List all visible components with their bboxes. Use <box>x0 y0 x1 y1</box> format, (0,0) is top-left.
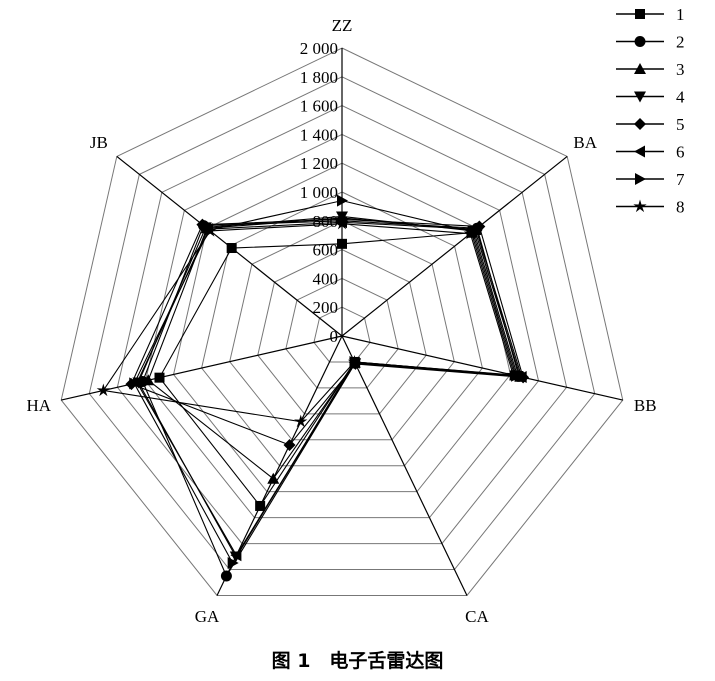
data-point-2 <box>220 570 232 582</box>
series-line-1 <box>158 232 516 507</box>
tick-label: 0 <box>330 327 339 346</box>
axis-line <box>341 335 468 596</box>
legend-marker-3 <box>634 63 646 74</box>
data-point-8 <box>203 223 217 237</box>
data-point-1 <box>337 238 347 249</box>
series-line-5 <box>130 218 524 446</box>
grid-ring <box>116 105 568 545</box>
data-point-8 <box>463 226 478 240</box>
legend-label-6: 6 <box>676 143 685 162</box>
data-point-5 <box>283 438 296 451</box>
data-point-1 <box>154 372 165 383</box>
grid-ring <box>88 76 596 571</box>
data-point-8 <box>506 368 520 381</box>
axis-label-JB: JB <box>90 133 108 152</box>
tick-label: 400 <box>313 269 339 288</box>
legend-marker-4 <box>634 91 646 103</box>
series-line-4 <box>137 215 519 558</box>
legend-label-7: 7 <box>676 170 685 189</box>
data-point-8 <box>294 414 308 428</box>
axis-label-GA: GA <box>195 607 220 626</box>
tick-label: 1 800 <box>300 68 338 87</box>
tick-label: 1 400 <box>300 125 338 144</box>
data-point-7 <box>337 194 348 207</box>
legend-marker-1 <box>635 9 645 19</box>
data-point-8 <box>347 354 362 368</box>
grid-ring <box>201 191 483 467</box>
axis-label-ZZ: ZZ <box>332 16 353 35</box>
grid-ring <box>144 133 540 519</box>
data-point-8 <box>335 216 349 230</box>
grid-ring <box>313 306 371 363</box>
axis-label-BB: BB <box>634 396 657 415</box>
axis-label-BA: BA <box>573 133 597 152</box>
tick-label: 1 200 <box>300 154 338 173</box>
legend-label-2: 2 <box>676 33 685 52</box>
legend-marker-5 <box>634 118 646 130</box>
tick-label: 1 600 <box>300 97 338 116</box>
legend-label-1: 1 <box>676 5 685 24</box>
data-point-6 <box>515 371 527 384</box>
tick-label: 1 000 <box>300 183 338 202</box>
legend-marker-2 <box>634 36 646 47</box>
tick-label: 600 <box>313 241 339 260</box>
legend-label-4: 4 <box>676 88 685 107</box>
data-point-7 <box>227 557 239 570</box>
series-line-7 <box>133 200 517 565</box>
grid-ring <box>229 220 455 441</box>
axis-label-CA: CA <box>465 607 489 626</box>
legend-marker-6 <box>634 145 645 158</box>
tick-label: 200 <box>313 298 339 317</box>
data-point-8 <box>96 383 110 397</box>
data-point-1 <box>226 243 237 254</box>
grid-ring <box>60 47 624 596</box>
axis-line <box>341 155 568 337</box>
data-point-7 <box>129 377 141 390</box>
data-point-3 <box>142 374 155 386</box>
data-point-6 <box>469 223 481 236</box>
legend-marker-8 <box>633 199 647 213</box>
series-line-2 <box>142 220 520 578</box>
legend-label-8: 8 <box>676 198 685 217</box>
axis-line <box>341 335 623 401</box>
figure-caption: 图 1 电子舌雷达图 <box>271 650 444 672</box>
data-point-3 <box>267 472 280 484</box>
legend-label-3: 3 <box>676 60 685 79</box>
grid-ring <box>257 249 427 415</box>
legend-label-5: 5 <box>676 115 685 134</box>
data-point-1 <box>255 500 266 511</box>
grid-ring <box>285 277 399 389</box>
legend-marker-7 <box>635 173 646 185</box>
axis-label-HA: HA <box>26 396 51 415</box>
series-line-8 <box>102 223 515 423</box>
tick-label: 2 000 <box>300 39 338 58</box>
